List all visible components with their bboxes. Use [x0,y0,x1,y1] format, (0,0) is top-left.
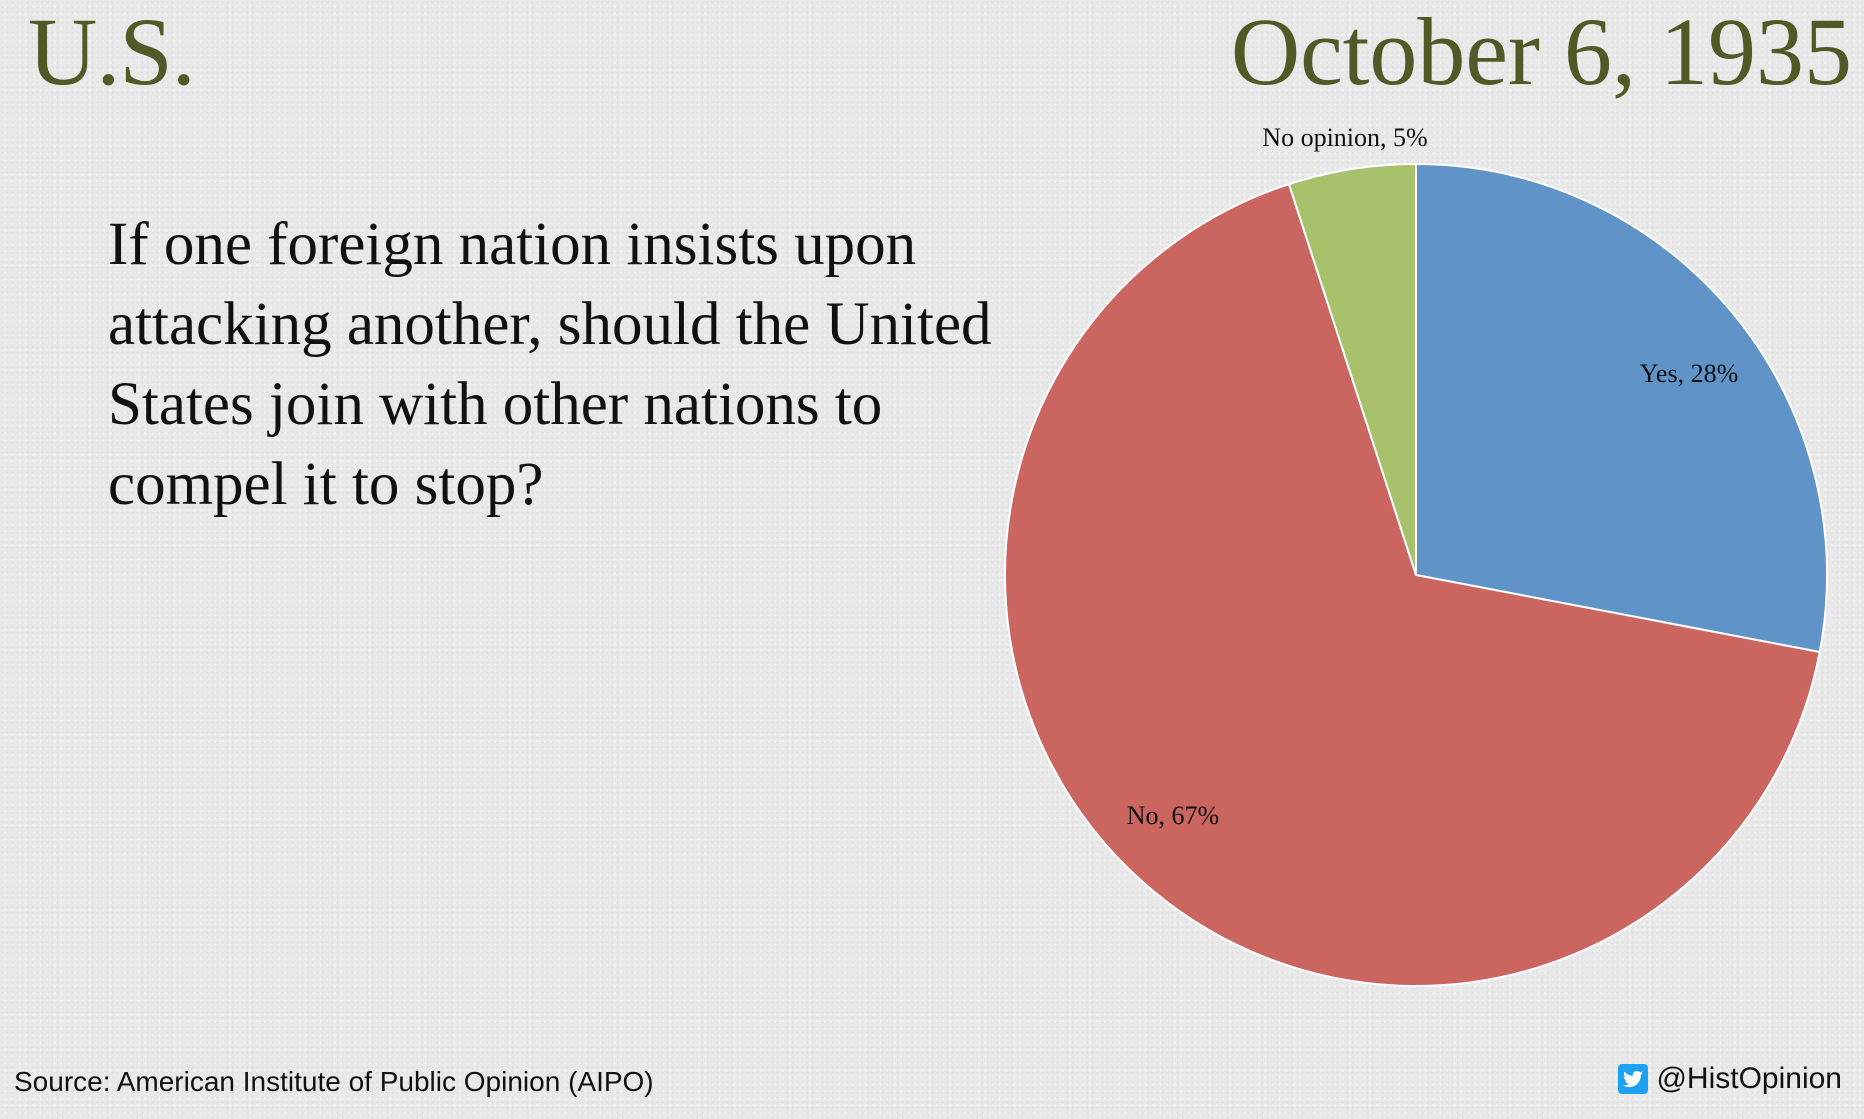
pie-slices [1004,162,1828,987]
pie-label-no: No, 67% [1127,801,1219,830]
twitter-bird-icon [1618,1064,1649,1094]
twitter-handle[interactable]: @HistOpinion [1618,1062,1842,1096]
handle-text: @HistOpinion [1656,1062,1842,1095]
pie-labels: Yes, 28% No, 67% No opinion, 5% [1127,123,1738,830]
pie-label-no-opinion: No opinion, 5% [1262,123,1427,152]
poll-question: If one foreign nation insists upon attac… [108,211,992,518]
pie-slice-yes [1415,162,1828,654]
source-credit: Source: American Institute of Public Opi… [14,1066,654,1097]
region-title: U.S. [28,0,196,105]
pie-label-yes: Yes, 28% [1640,359,1739,388]
date-title: October 6, 1935 [1230,0,1852,105]
pie-slice-no [1004,182,1821,987]
pie-slice-no-opinion [1287,162,1417,576]
